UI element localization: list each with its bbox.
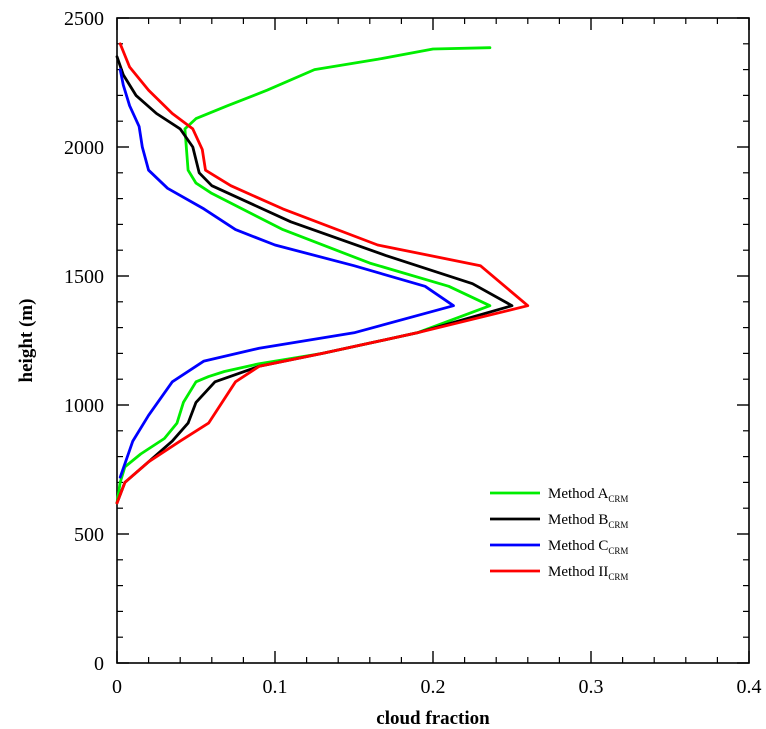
- x-tick-label: 0.2: [421, 676, 446, 698]
- y-tick-label: 0: [94, 653, 104, 675]
- y-tick-label: 2000: [64, 137, 104, 159]
- series-line-method-c: [118, 68, 455, 479]
- x-tick-label: 0.3: [579, 676, 604, 698]
- x-tick-label: 0: [112, 676, 122, 698]
- y-tick-label: 500: [74, 524, 104, 546]
- y-axis-title: height (m): [16, 299, 37, 383]
- legend-label-method-c: Method CCRM: [548, 538, 628, 556]
- plot-frame: [116, 17, 750, 664]
- y-tick-label: 2500: [64, 8, 104, 30]
- series-line-method-a: [115, 46, 492, 505]
- series-line-method-ii: [115, 42, 530, 505]
- y-tick-label: 1000: [64, 395, 104, 417]
- legend-label-method-b: Method BCRM: [548, 512, 628, 530]
- series-line-method-b: [115, 55, 514, 505]
- legend-label-method-a: Method ACRM: [548, 486, 628, 504]
- y-tick-label: 1500: [64, 266, 104, 288]
- legend-label-method-ii: Method IICRM: [548, 564, 628, 582]
- x-axis-title: cloud fraction: [376, 708, 490, 729]
- x-tick-label: 0.1: [263, 676, 288, 698]
- x-tick-label: 0.4: [737, 676, 762, 698]
